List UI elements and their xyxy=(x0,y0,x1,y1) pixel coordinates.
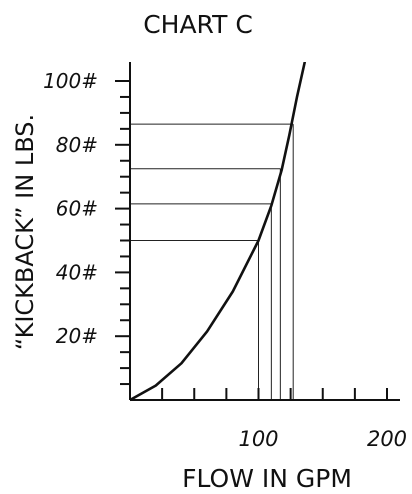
x-axis-label: FLOW IN GPM xyxy=(182,464,352,493)
kickback-curve xyxy=(129,62,307,402)
y-axis-label: “KICKBACK” IN LBS. xyxy=(11,114,39,350)
y-tick-label: 60# xyxy=(56,197,98,221)
y-tick-label: 20# xyxy=(56,324,98,348)
chart-title: CHART C xyxy=(143,10,253,39)
y-tick-label: 40# xyxy=(56,260,98,284)
x-tick-label: 100 xyxy=(238,427,278,451)
x-tick-label: 200 xyxy=(367,427,407,451)
x-ticks: 100 200 xyxy=(161,388,407,451)
reference-lines xyxy=(130,123,294,400)
curve-layer xyxy=(129,62,307,402)
y-ticks: 20# 40# 60# 80# 100# xyxy=(43,69,130,386)
y-tick-label: 100# xyxy=(43,69,98,93)
y-tick-label: 80# xyxy=(56,133,98,157)
